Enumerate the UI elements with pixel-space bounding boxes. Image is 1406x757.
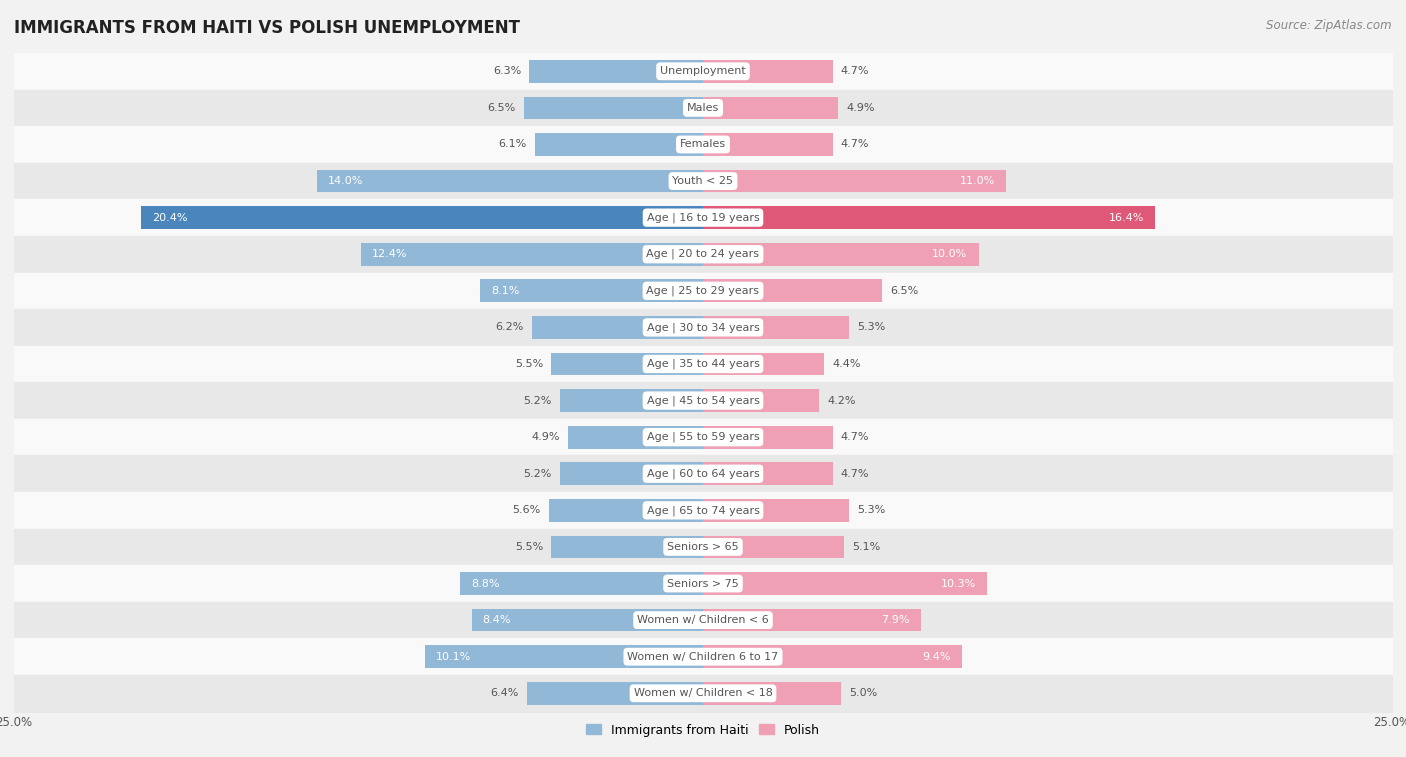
- Bar: [560, 463, 703, 485]
- Text: 7.9%: 7.9%: [882, 615, 910, 625]
- Text: Age | 65 to 74 years: Age | 65 to 74 years: [647, 505, 759, 516]
- Bar: [703, 499, 849, 522]
- Bar: [461, 572, 703, 595]
- Text: Males: Males: [688, 103, 718, 113]
- Bar: [703, 133, 832, 156]
- Text: Unemployment: Unemployment: [661, 67, 745, 76]
- Text: 5.6%: 5.6%: [512, 506, 540, 516]
- Bar: [524, 97, 703, 119]
- Text: Age | 55 to 59 years: Age | 55 to 59 years: [647, 432, 759, 442]
- Bar: [703, 536, 844, 558]
- Text: 6.5%: 6.5%: [488, 103, 516, 113]
- Text: Age | 35 to 44 years: Age | 35 to 44 years: [647, 359, 759, 369]
- Text: Youth < 25: Youth < 25: [672, 176, 734, 186]
- Text: 11.0%: 11.0%: [960, 176, 995, 186]
- Text: Age | 16 to 19 years: Age | 16 to 19 years: [647, 213, 759, 223]
- Legend: Immigrants from Haiti, Polish: Immigrants from Haiti, Polish: [581, 718, 825, 742]
- Bar: [141, 207, 703, 229]
- Text: 8.8%: 8.8%: [471, 578, 501, 588]
- Text: 10.0%: 10.0%: [932, 249, 967, 259]
- Bar: [548, 499, 703, 522]
- Text: 12.4%: 12.4%: [373, 249, 408, 259]
- Text: 10.1%: 10.1%: [436, 652, 471, 662]
- Bar: [530, 60, 703, 83]
- Text: 4.4%: 4.4%: [832, 359, 860, 369]
- Text: 16.4%: 16.4%: [1108, 213, 1144, 223]
- Text: 4.9%: 4.9%: [531, 432, 560, 442]
- Text: 5.3%: 5.3%: [858, 506, 886, 516]
- Text: 6.5%: 6.5%: [890, 286, 918, 296]
- Bar: [703, 646, 962, 668]
- Bar: [318, 170, 703, 192]
- Bar: [703, 243, 979, 266]
- Text: 5.5%: 5.5%: [515, 542, 543, 552]
- Text: Women w/ Children 6 to 17: Women w/ Children 6 to 17: [627, 652, 779, 662]
- Text: Source: ZipAtlas.com: Source: ZipAtlas.com: [1267, 19, 1392, 32]
- Text: Age | 60 to 64 years: Age | 60 to 64 years: [647, 469, 759, 479]
- Text: 5.2%: 5.2%: [523, 396, 551, 406]
- Bar: [703, 60, 832, 83]
- Bar: [703, 572, 987, 595]
- Text: 5.3%: 5.3%: [858, 322, 886, 332]
- Text: 4.7%: 4.7%: [841, 469, 869, 478]
- Text: 6.4%: 6.4%: [489, 688, 519, 698]
- Bar: [703, 609, 921, 631]
- Text: 6.3%: 6.3%: [494, 67, 522, 76]
- Bar: [703, 682, 841, 705]
- Text: 4.2%: 4.2%: [827, 396, 855, 406]
- Text: Women w/ Children < 18: Women w/ Children < 18: [634, 688, 772, 698]
- Text: 4.9%: 4.9%: [846, 103, 875, 113]
- Text: 9.4%: 9.4%: [922, 652, 950, 662]
- Text: Age | 25 to 29 years: Age | 25 to 29 years: [647, 285, 759, 296]
- Bar: [703, 170, 1007, 192]
- Bar: [703, 426, 832, 448]
- Bar: [534, 133, 703, 156]
- Text: Seniors > 65: Seniors > 65: [668, 542, 738, 552]
- Text: 5.5%: 5.5%: [515, 359, 543, 369]
- Text: 6.1%: 6.1%: [498, 139, 527, 149]
- Text: 4.7%: 4.7%: [841, 67, 869, 76]
- Bar: [703, 97, 838, 119]
- Text: Age | 20 to 24 years: Age | 20 to 24 years: [647, 249, 759, 260]
- Text: Age | 30 to 34 years: Age | 30 to 34 years: [647, 322, 759, 332]
- Text: 8.1%: 8.1%: [491, 286, 519, 296]
- Text: Females: Females: [681, 139, 725, 149]
- Bar: [527, 682, 703, 705]
- Text: 6.2%: 6.2%: [495, 322, 524, 332]
- Bar: [551, 353, 703, 375]
- Text: 5.1%: 5.1%: [852, 542, 880, 552]
- Bar: [703, 353, 824, 375]
- Text: 4.7%: 4.7%: [841, 139, 869, 149]
- Bar: [361, 243, 703, 266]
- Text: Seniors > 75: Seniors > 75: [666, 578, 740, 588]
- Text: Age | 45 to 54 years: Age | 45 to 54 years: [647, 395, 759, 406]
- Bar: [471, 609, 703, 631]
- Text: 8.4%: 8.4%: [482, 615, 510, 625]
- Bar: [703, 316, 849, 338]
- Text: 10.3%: 10.3%: [941, 578, 976, 588]
- Text: 20.4%: 20.4%: [152, 213, 187, 223]
- Bar: [425, 646, 703, 668]
- Bar: [551, 536, 703, 558]
- Bar: [703, 207, 1154, 229]
- Bar: [531, 316, 703, 338]
- Text: IMMIGRANTS FROM HAITI VS POLISH UNEMPLOYMENT: IMMIGRANTS FROM HAITI VS POLISH UNEMPLOY…: [14, 19, 520, 37]
- Text: 5.0%: 5.0%: [849, 688, 877, 698]
- Text: 14.0%: 14.0%: [328, 176, 364, 186]
- Text: 4.7%: 4.7%: [841, 432, 869, 442]
- Bar: [568, 426, 703, 448]
- Text: Women w/ Children < 6: Women w/ Children < 6: [637, 615, 769, 625]
- Bar: [560, 389, 703, 412]
- Bar: [703, 279, 882, 302]
- Bar: [479, 279, 703, 302]
- Bar: [703, 389, 818, 412]
- Bar: [703, 463, 832, 485]
- Text: 5.2%: 5.2%: [523, 469, 551, 478]
